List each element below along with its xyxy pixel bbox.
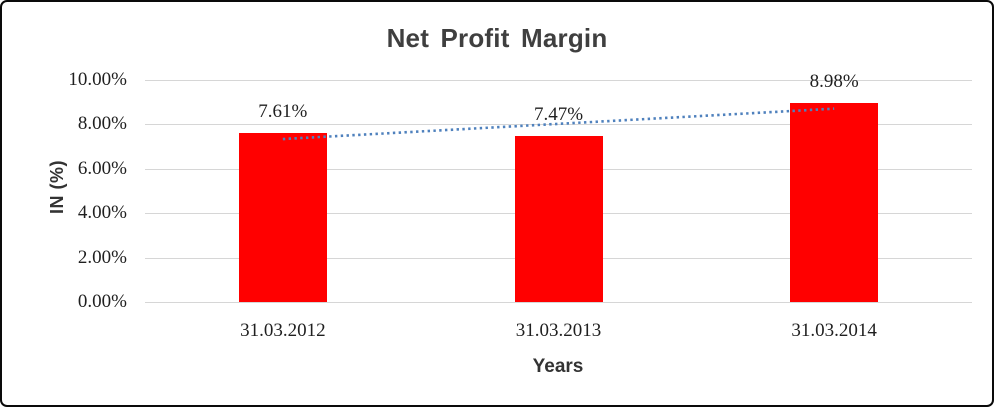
y-tick-label: 10.00%	[68, 69, 127, 90]
gridline	[145, 302, 972, 303]
bar	[238, 133, 327, 302]
gridline	[145, 80, 972, 81]
y-tick-label: 8.00%	[77, 113, 127, 135]
x-tick-label: 31.03.2012	[240, 320, 326, 341]
y-tick-label: 0.00%	[77, 291, 127, 312]
y-tick-label: 2.00%	[77, 246, 127, 268]
bar	[514, 136, 603, 302]
x-axis-title: Years	[532, 356, 584, 377]
x-tick-label: 31.03.2014	[791, 320, 877, 341]
x-tick-label: 31.03.2013	[515, 320, 602, 341]
bar	[790, 102, 879, 302]
bar-value-label: 7.47%	[533, 104, 584, 126]
bar-value-label: 8.98%	[809, 70, 859, 92]
bar-value-label: 7.61%	[258, 101, 308, 123]
y-tick-label: 6.00%	[77, 157, 127, 179]
y-tick-label: 4.00%	[77, 202, 127, 224]
chart-title: Net Profit Margin	[386, 23, 608, 53]
